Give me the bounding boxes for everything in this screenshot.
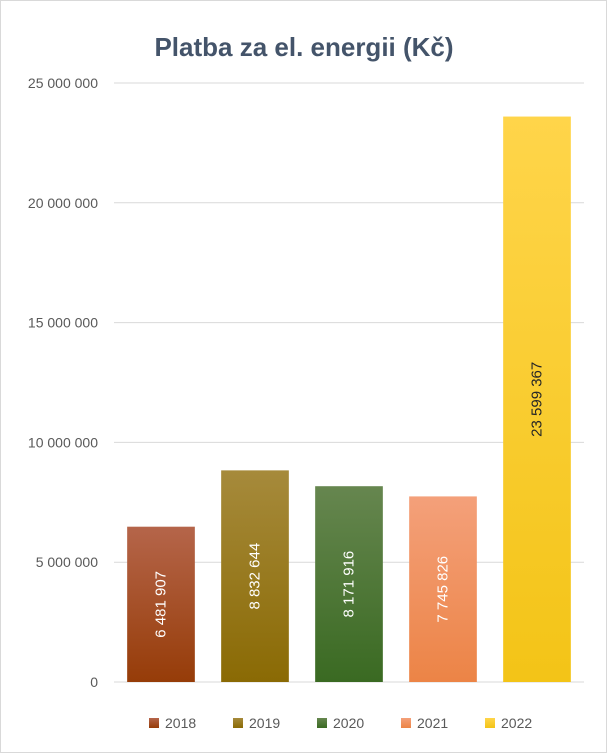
legend-label-2020: 2020	[333, 715, 364, 731]
y-tick-label: 0	[90, 674, 98, 690]
data-labels: 6 481 907 8 832 644 8 171 916 7 745 826 23 5…	[153, 362, 546, 638]
y-tick-label: 15 000 000	[28, 315, 98, 331]
data-label-2020: 8 171 916	[341, 551, 358, 618]
bars	[127, 116, 571, 683]
data-label-2018: 6 481 907	[153, 571, 170, 638]
legend-label-2022: 2022	[501, 715, 532, 731]
data-label-2021: 7 745 826	[435, 556, 452, 623]
bar-2020	[315, 486, 383, 682]
legend-swatch-2022	[485, 718, 495, 728]
chart-title: Platba za el. energii (Kč)	[154, 32, 453, 62]
data-label-2022: 23 599 367	[529, 362, 546, 437]
legend-swatch-2020	[317, 718, 327, 728]
legend-swatch-2019	[233, 718, 243, 728]
legend-swatch-2021	[401, 718, 411, 728]
legend-label-2018: 2018	[165, 715, 196, 731]
bar-2018	[127, 526, 195, 682]
y-axis-ticks: 0 5 000 000 10 000 000 15 000 000 20 000 000…	[28, 75, 98, 690]
y-tick-label: 5 000 000	[36, 554, 98, 570]
bar-2019	[221, 470, 289, 682]
y-tick-label: 25 000 000	[28, 75, 98, 91]
bar-2021	[409, 496, 477, 682]
legend: 2018 2019 2020 2021 2022	[149, 715, 532, 731]
legend-label-2021: 2021	[417, 715, 448, 731]
legend-label-2019: 2019	[249, 715, 280, 731]
bar-2022	[503, 116, 571, 683]
data-label-2019: 8 832 644	[247, 543, 264, 610]
y-tick-label: 20 000 000	[28, 195, 98, 211]
legend-swatch-2018	[149, 718, 159, 728]
y-tick-label: 10 000 000	[28, 434, 98, 450]
